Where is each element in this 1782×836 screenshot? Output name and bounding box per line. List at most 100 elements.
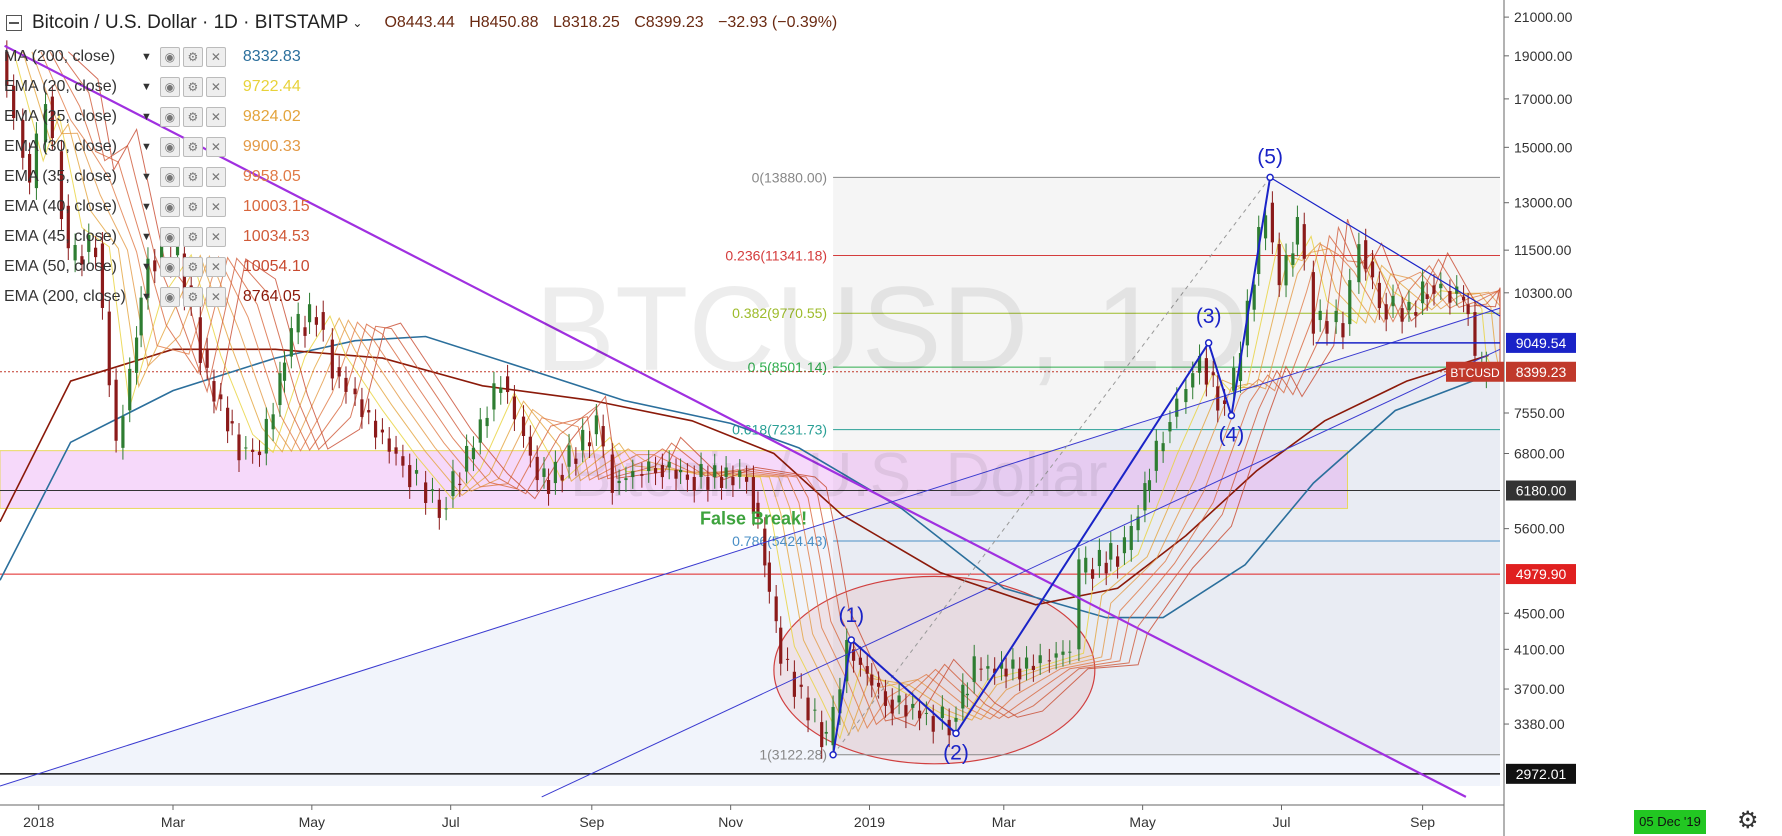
indicator-row[interactable]: EMA (25, close) ▼ ◉ ⚙ ✕ 9824.02	[4, 102, 310, 132]
gear-icon[interactable]: ⚙	[182, 77, 203, 97]
candle-body	[1414, 312, 1418, 316]
candle-body	[1325, 321, 1329, 334]
wave-point	[952, 729, 960, 738]
indicator-name[interactable]: EMA (200, close)	[4, 288, 126, 305]
gear-icon[interactable]: ⚙	[182, 107, 203, 127]
chevron-down-icon[interactable]: ⌄	[352, 16, 363, 30]
candle-body	[719, 476, 724, 488]
eye-icon[interactable]: ◉	[159, 137, 180, 157]
close-icon[interactable]: ✕	[205, 197, 226, 217]
indicator-name[interactable]: EMA (35, close)	[4, 168, 117, 185]
candle-body	[414, 470, 419, 474]
ema-ribbon-line	[40, 51, 1501, 729]
chevron-down-icon[interactable]: ▼	[141, 201, 152, 213]
indicator-name[interactable]: EMA (20, close)	[4, 78, 117, 95]
candle-body	[307, 304, 312, 323]
close-icon[interactable]: ✕	[205, 47, 226, 67]
candle-body	[999, 662, 1004, 669]
close-icon[interactable]: ✕	[205, 137, 226, 157]
candle-body	[731, 476, 735, 486]
chevron-down-icon[interactable]: ▼	[141, 261, 152, 273]
eye-icon[interactable]: ◉	[159, 77, 180, 97]
candle-body	[792, 671, 796, 697]
gear-icon[interactable]: ⚙	[182, 197, 203, 217]
gear-icon[interactable]: ⚙	[182, 227, 203, 247]
candle-body	[890, 699, 894, 714]
wave-point	[1204, 339, 1213, 347]
gear-icon[interactable]: ⚙	[182, 167, 203, 187]
candle-body	[430, 489, 435, 492]
current-date-label: 05 Dec '19	[1634, 810, 1706, 834]
candle-body	[1004, 668, 1008, 677]
time-tick-label: Sep	[579, 814, 604, 830]
indicator-row[interactable]: EMA (40, close) ▼ ◉ ⚙ ✕ 10003.15	[4, 192, 310, 222]
wave-point	[1227, 411, 1236, 420]
candle-body	[785, 658, 790, 660]
candle-body	[1104, 562, 1108, 574]
candle-body	[1341, 323, 1345, 338]
close-icon[interactable]: ✕	[205, 287, 226, 307]
candle-body	[458, 483, 462, 486]
candle-body	[1136, 516, 1140, 531]
chevron-down-icon[interactable]: ▼	[141, 231, 152, 243]
candle-body	[660, 465, 664, 478]
price-tick-label: 4100.00	[1514, 641, 1565, 657]
candle-body	[1364, 240, 1368, 269]
chevron-down-icon[interactable]: ▼	[141, 291, 152, 303]
gear-icon[interactable]: ⚙	[1737, 807, 1759, 834]
candle-body	[1024, 657, 1029, 669]
candle-body	[1384, 304, 1388, 320]
candle-body	[640, 474, 644, 476]
indicator-name[interactable]: EMA (25, close)	[4, 108, 117, 125]
indicator-name[interactable]: MA (200, close)	[4, 48, 116, 65]
indicator-row[interactable]: EMA (45, close) ▼ ◉ ⚙ ✕ 10034.53	[4, 222, 310, 252]
chevron-down-icon[interactable]: ▼	[141, 51, 152, 63]
indicator-row[interactable]: EMA (50, close) ▼ ◉ ⚙ ✕ 10054.10	[4, 252, 310, 282]
indicator-value: 9900.33	[242, 138, 301, 155]
candle-body	[1197, 355, 1202, 373]
gear-icon[interactable]: ⚙	[182, 137, 203, 157]
indicator-row[interactable]: EMA (20, close) ▼ ◉ ⚙ ✕ 9722.44	[4, 72, 310, 102]
triangle-top-line	[1269, 176, 1501, 317]
gear-icon[interactable]: ⚙	[182, 257, 203, 277]
candle-body	[940, 706, 944, 718]
eye-icon[interactable]: ◉	[159, 257, 180, 277]
eye-icon[interactable]: ◉	[159, 167, 180, 187]
eye-icon[interactable]: ◉	[159, 227, 180, 247]
candle-body	[699, 463, 703, 477]
gear-icon[interactable]: ⚙	[182, 287, 203, 307]
candle-body	[744, 476, 749, 482]
indicator-name[interactable]: EMA (45, close)	[4, 228, 117, 245]
price-tag-bg	[1506, 361, 1576, 382]
price-tag-label: 9049.54	[1516, 335, 1567, 351]
channel-lower-line	[0, 307, 1501, 787]
close-icon[interactable]: ✕	[205, 77, 226, 97]
candle-body	[1461, 296, 1466, 301]
close-icon[interactable]: ✕	[205, 167, 226, 187]
close-icon[interactable]: ✕	[205, 227, 226, 247]
eye-icon[interactable]: ◉	[159, 107, 180, 127]
chevron-down-icon[interactable]: ▼	[141, 171, 152, 183]
indicator-row[interactable]: EMA (200, close) ▼ ◉ ⚙ ✕ 8764.05	[4, 282, 310, 312]
eye-icon[interactable]: ◉	[159, 197, 180, 217]
gear-icon[interactable]: ⚙	[182, 47, 203, 67]
candle-body	[1090, 569, 1095, 579]
indicator-name[interactable]: EMA (50, close)	[4, 258, 117, 275]
indicator-name[interactable]: EMA (40, close)	[4, 198, 117, 215]
candle-body	[706, 476, 710, 490]
eye-icon[interactable]: ◉	[159, 287, 180, 307]
indicator-row[interactable]: EMA (30, close) ▼ ◉ ⚙ ✕ 9900.33	[4, 132, 310, 162]
symbol-title[interactable]: Bitcoin / U.S. Dollar · 1D · BITSTAMP	[32, 12, 349, 33]
indicator-row[interactable]: MA (200, close) ▼ ◉ ⚙ ✕ 8332.83	[4, 42, 310, 72]
close-icon[interactable]: ✕	[205, 257, 226, 277]
chevron-down-icon[interactable]: ▼	[141, 81, 152, 93]
indicator-name[interactable]: EMA (30, close)	[4, 138, 117, 155]
indicator-row[interactable]: EMA (35, close) ▼ ◉ ⚙ ✕ 9958.05	[4, 162, 310, 192]
collapse-square-icon[interactable]	[6, 15, 22, 31]
chevron-down-icon[interactable]: ▼	[141, 141, 152, 153]
eye-icon[interactable]: ◉	[159, 47, 180, 67]
close-icon[interactable]: ✕	[205, 107, 226, 127]
price-tick-label: 10300.00	[1514, 285, 1573, 301]
chevron-down-icon[interactable]: ▼	[141, 111, 152, 123]
